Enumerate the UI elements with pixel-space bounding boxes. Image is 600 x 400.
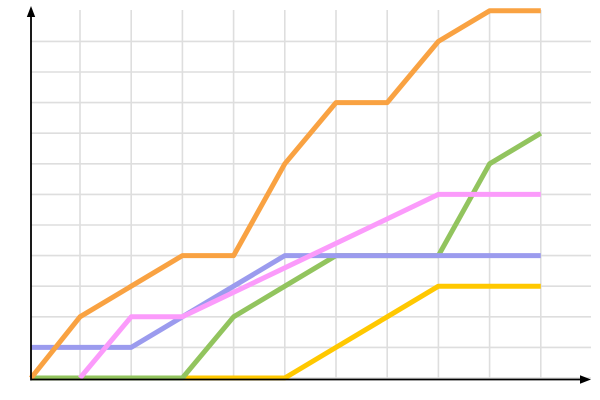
series-line-orange (29, 8, 541, 380)
series-line-periwinkle-blue (31, 253, 541, 350)
axes (26, 6, 591, 384)
x-axis-arrow-icon (580, 375, 591, 384)
y-axis-arrow-icon (26, 6, 36, 17)
series-line-green (31, 131, 543, 381)
series-line-pink (78, 191, 541, 380)
series-lines (29, 8, 543, 381)
